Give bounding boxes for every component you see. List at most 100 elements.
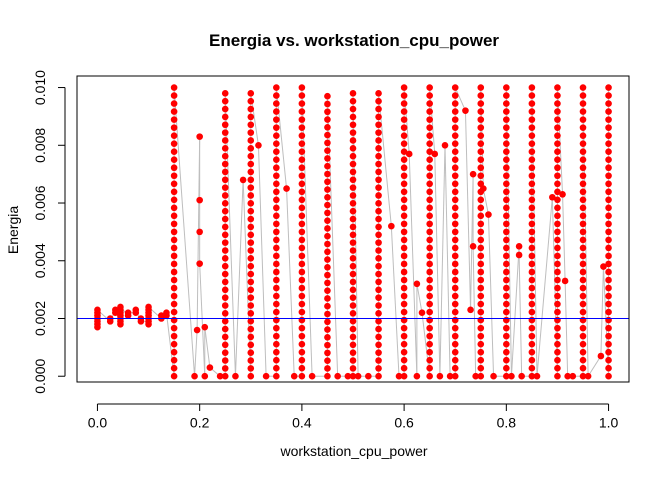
data-point — [528, 300, 536, 308]
data-point — [375, 341, 382, 349]
data-point — [324, 131, 331, 139]
y-axis-label: Energia — [5, 206, 21, 254]
data-point — [554, 180, 561, 188]
data-point — [605, 348, 612, 356]
data-point — [375, 129, 382, 136]
data-point — [298, 92, 306, 99]
data-point — [273, 372, 280, 380]
data-point — [375, 192, 382, 199]
data-point — [298, 220, 306, 228]
data-point — [503, 100, 510, 107]
data-point — [247, 239, 255, 246]
data-point — [554, 324, 561, 332]
data-point — [554, 372, 561, 380]
data-point — [451, 84, 459, 91]
data-point — [400, 316, 408, 324]
data-point — [477, 204, 485, 212]
data-point — [605, 188, 612, 196]
data-point — [298, 236, 306, 244]
data-point — [503, 124, 510, 131]
data-point — [324, 92, 331, 100]
data-point — [528, 316, 536, 324]
data-point — [528, 212, 536, 220]
data-point — [554, 276, 561, 284]
data-point — [477, 276, 485, 284]
data-point — [446, 372, 454, 380]
data-point — [426, 260, 433, 268]
data-point — [579, 228, 587, 236]
data-point — [365, 372, 372, 380]
data-point — [298, 124, 306, 131]
data-point — [170, 268, 178, 276]
y-tick-label: 0.008 — [32, 128, 48, 163]
data-point — [528, 292, 536, 300]
data-point — [605, 316, 612, 324]
data-point — [221, 247, 229, 254]
connector-segment — [600, 266, 604, 357]
data-point — [163, 309, 170, 317]
data-point — [324, 357, 331, 364]
data-point — [554, 132, 561, 139]
data-point — [515, 251, 523, 259]
data-point — [247, 160, 255, 168]
data-point — [477, 84, 485, 91]
data-point — [451, 356, 459, 364]
data-point — [605, 356, 612, 364]
data-point — [503, 156, 510, 164]
connector-segment — [390, 226, 400, 377]
data-point — [503, 244, 510, 252]
data-point — [605, 276, 612, 284]
data-point — [426, 148, 433, 155]
data-point — [451, 172, 459, 180]
data-point — [485, 211, 492, 218]
data-point — [503, 228, 510, 236]
data-point — [298, 212, 306, 220]
data-point — [477, 364, 485, 372]
data-point — [298, 348, 306, 356]
data-point — [196, 228, 203, 236]
data-point — [451, 340, 459, 348]
data-point — [298, 276, 306, 284]
data-point — [400, 244, 408, 252]
data-point — [349, 160, 357, 168]
data-point — [503, 108, 510, 115]
data-point — [477, 348, 485, 356]
data-point — [426, 164, 433, 172]
data-point — [273, 148, 280, 155]
data-point — [451, 156, 459, 164]
data-point — [349, 176, 357, 184]
data-point — [451, 276, 459, 284]
data-point — [605, 148, 612, 155]
data-point — [554, 92, 561, 99]
data-point — [451, 372, 459, 380]
x-tick-label: 1.0 — [599, 414, 619, 430]
data-point — [400, 236, 408, 244]
data-point — [451, 292, 459, 300]
data-point — [605, 228, 612, 236]
data-point — [554, 156, 561, 164]
data-point — [170, 308, 178, 316]
data-point — [477, 236, 485, 244]
connector-segment — [518, 254, 523, 377]
x-tick-label: 0.4 — [292, 414, 312, 430]
data-point — [283, 185, 290, 192]
data-point — [388, 222, 395, 230]
data-point — [349, 97, 357, 105]
data-point — [170, 148, 178, 155]
data-point — [477, 140, 485, 147]
data-point — [518, 372, 525, 380]
data-point — [426, 212, 433, 220]
data-point — [324, 372, 331, 380]
data-point — [247, 215, 255, 223]
data-point — [375, 200, 382, 207]
data-point — [426, 84, 433, 91]
data-point — [170, 220, 178, 228]
data-point — [324, 334, 331, 341]
connector-segment — [536, 197, 553, 377]
data-point — [426, 340, 433, 348]
data-point — [400, 228, 408, 236]
data-point — [503, 92, 510, 99]
data-point — [451, 164, 459, 172]
data-point — [451, 244, 459, 252]
data-point — [273, 300, 280, 308]
